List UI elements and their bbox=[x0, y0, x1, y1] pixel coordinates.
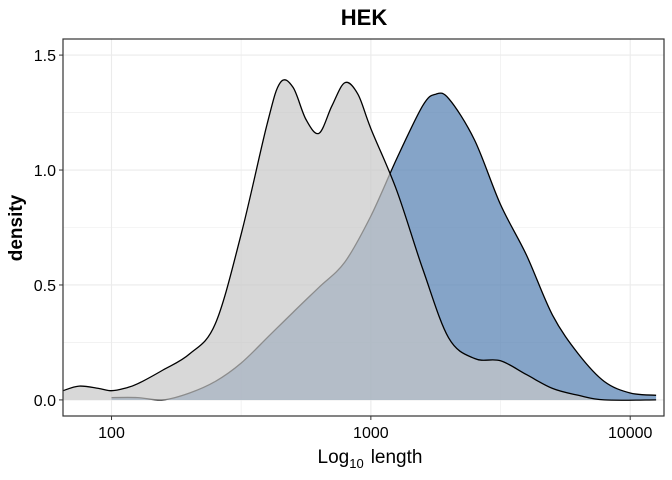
axis-ticks: 100 1000 10000 0.0 0.5 1.0 1.5 bbox=[34, 48, 653, 442]
chart-title: HEK bbox=[341, 5, 388, 30]
x-tick-label: 1000 bbox=[353, 425, 389, 442]
density-areas bbox=[63, 79, 657, 401]
x-axis-label: Log10 length bbox=[318, 447, 423, 471]
y-tick-label: 1.0 bbox=[34, 163, 56, 180]
density-curve-2 bbox=[63, 79, 657, 401]
density-area-2 bbox=[63, 79, 657, 401]
x-axis-label-rest: length bbox=[371, 447, 423, 468]
x-tick-label: 100 bbox=[98, 425, 125, 442]
x-axis-label-subscript: 10 bbox=[349, 456, 363, 471]
x-axis-label-main: Log bbox=[318, 447, 350, 468]
x-tick-label: 10000 bbox=[608, 425, 653, 442]
y-tick-label: 0.0 bbox=[34, 393, 56, 410]
y-tick-label: 1.5 bbox=[34, 48, 56, 65]
y-axis-label: density bbox=[6, 194, 27, 261]
y-tick-label: 0.5 bbox=[34, 278, 56, 295]
panel-border bbox=[62, 38, 665, 417]
